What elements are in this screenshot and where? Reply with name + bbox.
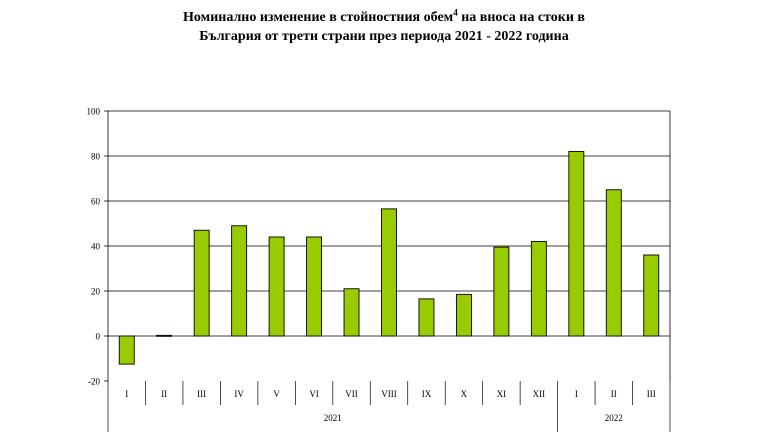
bar [306, 236, 323, 337]
chart-title-line-1: Номинално изменение в стойностния обем4 … [183, 7, 585, 25]
x-tick-label: X [461, 389, 468, 399]
bar [231, 225, 248, 337]
x-tick-label: III [197, 389, 206, 399]
x-tick-label: VII [345, 389, 358, 399]
bar [493, 246, 510, 337]
y-tick-label: 60 [91, 197, 101, 207]
bar [193, 229, 210, 337]
y-tick-label: 80 [91, 152, 101, 162]
bar [455, 293, 472, 337]
x-tick-label: V [273, 389, 280, 399]
bar [118, 335, 135, 365]
x-tick-label: III [647, 389, 656, 399]
bars [118, 151, 660, 365]
y-tick-label: 40 [91, 242, 101, 252]
bar [530, 241, 547, 337]
bar [156, 334, 173, 337]
bar [268, 236, 285, 337]
bar [643, 254, 660, 337]
y-tick-label: 20 [91, 287, 101, 297]
x-tick-label: XII [533, 389, 546, 399]
x-tick-label: VIII [381, 389, 397, 399]
chart-title-line-2: България от трети страни през периода 20… [199, 29, 569, 44]
bar [605, 189, 622, 337]
x-tick-label: VI [309, 389, 319, 399]
group-label: 2022 [605, 413, 623, 423]
x-tick-label: IV [234, 389, 244, 399]
bar [418, 298, 435, 337]
y-tick-label: -20 [88, 377, 100, 387]
group-label: 2021 [324, 413, 342, 423]
footnote-marker: 4 [453, 7, 458, 18]
y-tick-label: 0 [96, 332, 101, 342]
x-tick-label: I [575, 389, 578, 399]
x-tick-label: II [611, 389, 617, 399]
axes [104, 110, 671, 432]
x-tick-label: II [161, 389, 167, 399]
x-tick-label: XI [497, 389, 507, 399]
chart-title: Номинално изменение в стойностния обем4 … [0, 8, 768, 46]
y-tick-label: 100 [87, 107, 101, 117]
x-tick-label: I [125, 389, 128, 399]
bar [343, 288, 360, 337]
x-tick-label: IX [422, 389, 432, 399]
bar [568, 151, 585, 337]
bar [381, 208, 397, 337]
